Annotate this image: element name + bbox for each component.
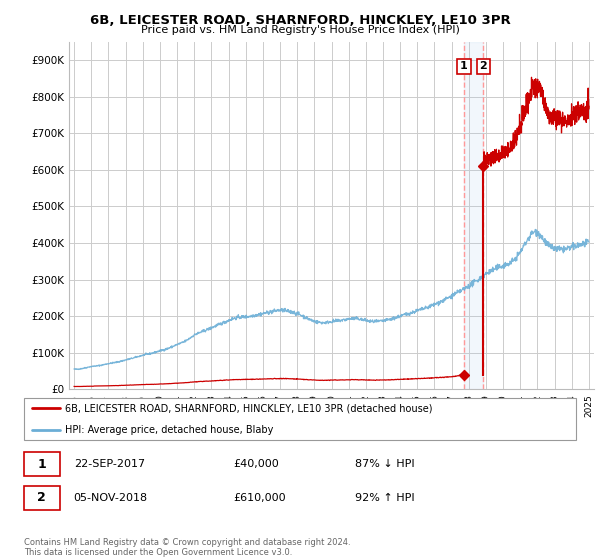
Text: 2: 2 <box>37 491 46 504</box>
Text: Price paid vs. HM Land Registry's House Price Index (HPI): Price paid vs. HM Land Registry's House … <box>140 25 460 35</box>
Text: 2: 2 <box>479 61 487 71</box>
Text: Contains HM Land Registry data © Crown copyright and database right 2024.
This d: Contains HM Land Registry data © Crown c… <box>24 538 350 557</box>
Text: 92% ↑ HPI: 92% ↑ HPI <box>355 493 415 503</box>
Text: 05-NOV-2018: 05-NOV-2018 <box>74 493 148 503</box>
Bar <box>464 42 483 389</box>
Text: HPI: Average price, detached house, Blaby: HPI: Average price, detached house, Blab… <box>65 426 274 435</box>
FancyBboxPatch shape <box>24 486 60 510</box>
Text: £40,000: £40,000 <box>234 459 280 469</box>
Text: 1: 1 <box>460 61 468 71</box>
Text: 1: 1 <box>37 458 46 470</box>
Text: 6B, LEICESTER ROAD, SHARNFORD, HINCKLEY, LE10 3PR (detached house): 6B, LEICESTER ROAD, SHARNFORD, HINCKLEY,… <box>65 403 433 413</box>
Text: 22-SEP-2017: 22-SEP-2017 <box>74 459 145 469</box>
FancyBboxPatch shape <box>24 452 60 476</box>
Text: £610,000: £610,000 <box>234 493 286 503</box>
Text: 87% ↓ HPI: 87% ↓ HPI <box>355 459 415 469</box>
FancyBboxPatch shape <box>24 398 576 440</box>
Text: 6B, LEICESTER ROAD, SHARNFORD, HINCKLEY, LE10 3PR: 6B, LEICESTER ROAD, SHARNFORD, HINCKLEY,… <box>89 14 511 27</box>
